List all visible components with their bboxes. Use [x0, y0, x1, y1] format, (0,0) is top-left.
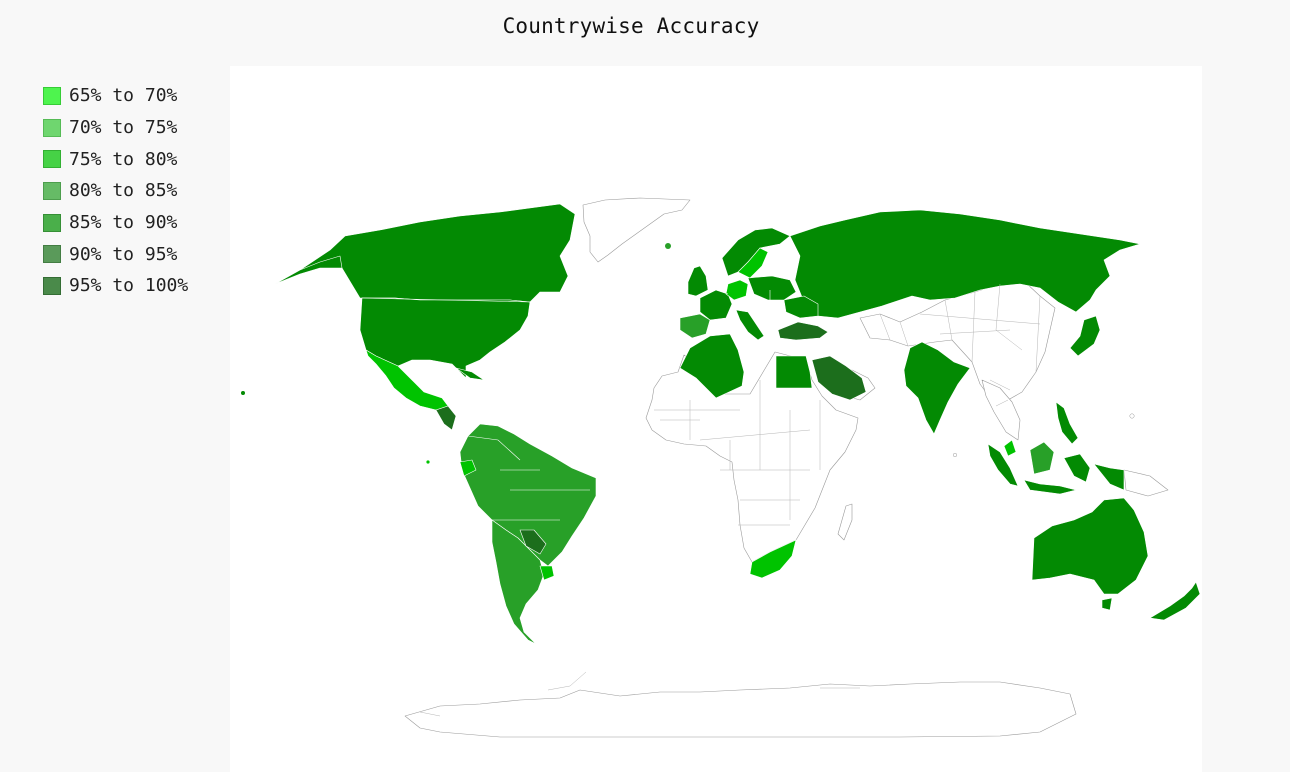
spain[interactable]	[679, 313, 711, 339]
uruguay[interactable]	[539, 565, 555, 581]
africa-borders	[654, 380, 821, 526]
saudi-arabia[interactable]	[811, 355, 867, 401]
antarctica-coast	[419, 671, 860, 717]
germany[interactable]	[725, 279, 749, 301]
turkey[interactable]	[777, 321, 829, 341]
legend-label: 85% to 90%	[69, 212, 178, 234]
japan[interactable]	[1069, 315, 1101, 357]
world-map	[241, 197, 1201, 738]
new-zealand[interactable]	[1149, 581, 1201, 621]
malaysia[interactable]	[1003, 439, 1017, 457]
europe-borders	[715, 278, 791, 317]
ukraine[interactable]	[783, 295, 819, 319]
chart-title: Countrywise Accuracy	[502, 14, 760, 38]
madagascar[interactable]	[837, 503, 853, 541]
legend-item-75-80[interactable]: 75% to 80%	[43, 143, 188, 175]
indonesia[interactable]	[987, 443, 1125, 495]
legend-item-65-70[interactable]: 65% to 70%	[43, 80, 188, 112]
legend-item-70-75[interactable]: 70% to 75%	[43, 112, 188, 144]
indonesia-borneo[interactable]	[1029, 441, 1055, 475]
uk[interactable]	[687, 265, 709, 297]
legend-item-80-85[interactable]: 80% to 85%	[43, 175, 188, 207]
legend-label: 75% to 80%	[69, 148, 178, 170]
southeast-asia-no-data[interactable]	[981, 379, 1021, 441]
russia[interactable]	[789, 209, 1141, 319]
ecuador[interactable]	[459, 459, 477, 477]
australia[interactable]	[1031, 497, 1149, 595]
americas-borders	[361, 297, 590, 521]
paraguay[interactable]	[519, 529, 547, 555]
south-africa[interactable]	[749, 539, 797, 579]
legend: 65% to 70% 70% to 75% 75% to 80% 80% to …	[43, 80, 188, 302]
pacific-island[interactable]	[1129, 413, 1135, 419]
poland-baltic[interactable]	[747, 275, 797, 301]
india[interactable]	[903, 341, 971, 435]
legend-swatch	[43, 181, 61, 200]
legend-swatch	[43, 150, 61, 169]
hawaii[interactable]	[241, 391, 245, 395]
egypt[interactable]	[775, 355, 813, 389]
argentina-chile[interactable]	[491, 519, 545, 649]
asia-borders	[879, 283, 1041, 407]
legend-label: 90% to 95%	[69, 243, 178, 265]
maldives[interactable]	[952, 452, 958, 458]
cuba[interactable]	[455, 367, 485, 381]
algeria[interactable]	[679, 333, 745, 399]
greenland[interactable]	[582, 197, 691, 263]
papua[interactable]	[1123, 469, 1169, 497]
legend-label: 70% to 75%	[69, 117, 178, 139]
legend-swatch	[43, 276, 61, 295]
tasmania[interactable]	[1101, 597, 1113, 611]
iceland[interactable]	[665, 243, 671, 249]
galapagos[interactable]	[426, 460, 430, 464]
legend-label: 80% to 85%	[69, 180, 178, 202]
norway[interactable]	[721, 227, 791, 277]
canada[interactable]	[274, 203, 576, 303]
legend-swatch	[43, 86, 61, 105]
asia-no-data[interactable]	[859, 281, 1056, 407]
legend-swatch	[43, 245, 61, 264]
legend-item-95-100[interactable]: 95% to 100%	[43, 270, 188, 302]
philippines[interactable]	[1055, 401, 1079, 445]
legend-item-85-90[interactable]: 85% to 90%	[43, 207, 188, 239]
world-map-panel	[230, 66, 1202, 772]
central-america[interactable]	[435, 405, 457, 431]
legend-item-90-95[interactable]: 90% to 95%	[43, 238, 188, 270]
legend-label: 95% to 100%	[69, 275, 189, 297]
legend-swatch	[43, 118, 61, 137]
sweden[interactable]	[737, 247, 769, 279]
italy[interactable]	[735, 309, 765, 341]
legend-swatch	[43, 213, 61, 232]
antarctica[interactable]	[404, 681, 1077, 738]
legend-label: 65% to 70%	[69, 85, 178, 107]
alaska[interactable]	[274, 255, 343, 285]
brazil-region[interactable]	[459, 423, 597, 567]
